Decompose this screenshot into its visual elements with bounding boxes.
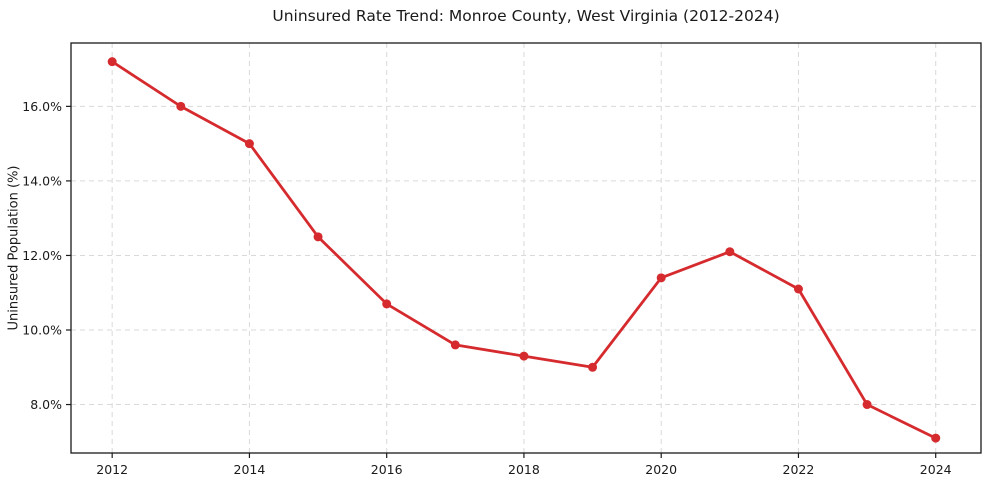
data-point	[107, 57, 117, 67]
data-point	[519, 351, 529, 361]
data-point	[725, 247, 735, 257]
x-tick-label: 2024	[920, 462, 952, 477]
data-point	[382, 299, 392, 309]
data-point	[931, 433, 941, 443]
y-tick-label: 10.0%	[22, 323, 62, 338]
x-tick-label: 2016	[371, 462, 403, 477]
data-point	[588, 362, 598, 372]
data-point	[176, 101, 186, 111]
chart-title: Uninsured Rate Trend: Monroe County, Wes…	[272, 7, 780, 25]
plot-frame	[70, 42, 982, 454]
data-point	[656, 273, 666, 283]
data-point	[450, 340, 460, 350]
y-tick-label: 8.0%	[30, 397, 62, 412]
data-point	[313, 232, 323, 242]
data-point	[793, 284, 803, 294]
x-tick-label: 2020	[645, 462, 677, 477]
y-tick-label: 14.0%	[22, 173, 62, 188]
x-tick-label: 2014	[234, 462, 266, 477]
x-tick-label: 2012	[96, 462, 128, 477]
x-tick-label: 2022	[783, 462, 815, 477]
y-tick-label: 16.0%	[22, 99, 62, 114]
data-point	[862, 400, 872, 410]
x-tick-label: 2018	[508, 462, 540, 477]
y-tick-label: 12.0%	[22, 248, 62, 263]
data-point	[244, 139, 254, 149]
